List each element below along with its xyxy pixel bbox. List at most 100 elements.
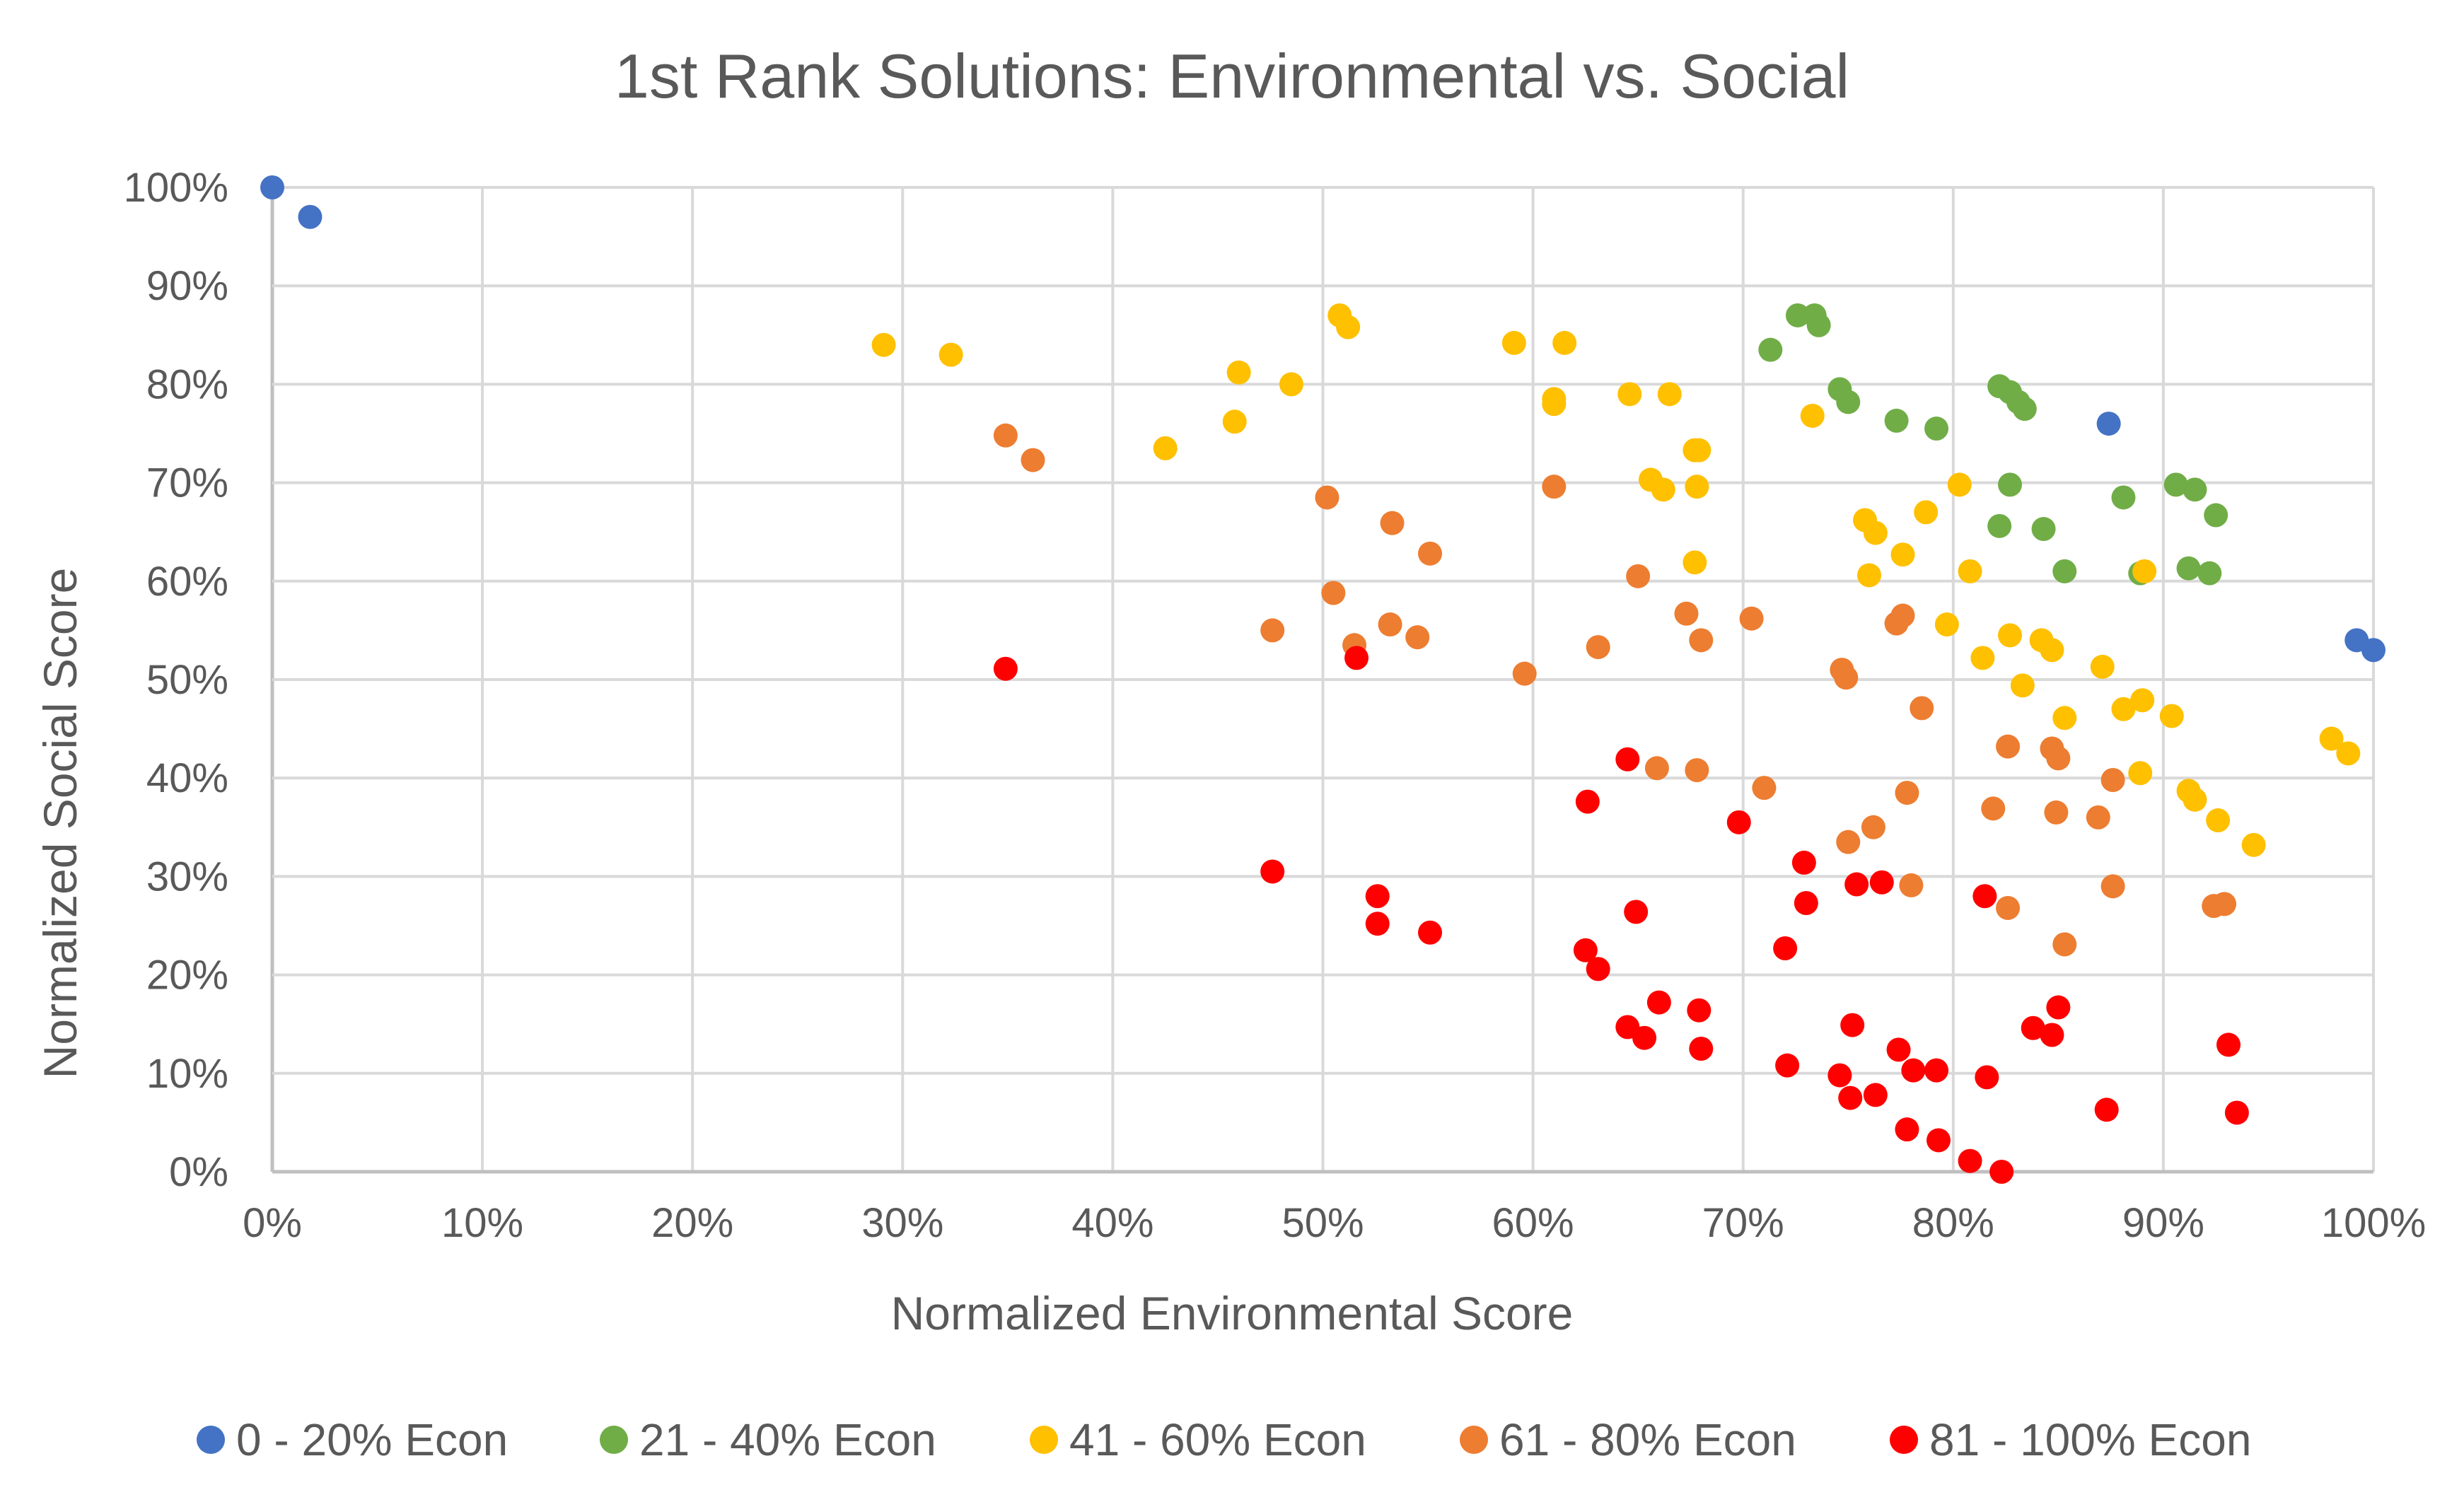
data-point <box>2241 832 2266 857</box>
legend-marker <box>1460 1426 1488 1454</box>
data-point <box>2183 787 2207 812</box>
data-point <box>1899 873 1924 897</box>
y-tick-label: 70% <box>146 460 228 506</box>
data-points <box>260 175 2385 1184</box>
data-point <box>1418 541 1443 566</box>
y-tick-label: 10% <box>146 1051 228 1097</box>
data-point <box>2130 688 2155 713</box>
data-point <box>1344 646 1369 670</box>
data-point <box>1365 912 1390 936</box>
data-point <box>1975 1065 1999 1090</box>
data-point <box>1365 884 1390 909</box>
data-point <box>1844 872 1869 897</box>
data-point <box>1901 1058 1926 1083</box>
data-point <box>1632 1025 1657 1050</box>
data-point <box>1981 796 2006 821</box>
data-point <box>1685 475 1709 499</box>
data-point <box>1586 635 1610 660</box>
data-point <box>1615 747 1640 772</box>
data-point <box>1838 1085 1863 1110</box>
data-point <box>1674 601 1699 626</box>
x-tick-label: 0% <box>243 1200 302 1246</box>
data-point <box>2094 1098 2119 1122</box>
y-tick-label: 100% <box>124 165 228 211</box>
data-point <box>1927 1128 1951 1153</box>
x-tick-label: 50% <box>1282 1200 1364 1246</box>
data-point <box>1834 665 1859 690</box>
data-point <box>1687 438 1712 462</box>
data-point <box>1970 646 1995 670</box>
data-point <box>1279 372 1303 397</box>
series-2 <box>1758 303 2228 586</box>
data-point <box>1646 990 1671 1015</box>
x-tick-label: 10% <box>441 1200 523 1246</box>
data-point <box>1861 815 1885 839</box>
data-point <box>1657 382 1682 407</box>
y-tick-label: 20% <box>146 953 228 999</box>
x-tick-label: 20% <box>651 1200 733 1246</box>
data-point <box>1552 330 1577 355</box>
data-point <box>2204 503 2228 528</box>
data-point <box>1934 612 1959 637</box>
data-point <box>1924 417 1949 441</box>
data-point <box>2040 1023 2064 1047</box>
data-point <box>2224 1100 2249 1125</box>
series-3 <box>871 303 2361 857</box>
data-point <box>2052 706 2077 730</box>
data-point <box>2021 1015 2045 1040</box>
data-point <box>1586 957 1610 982</box>
data-point <box>1827 1063 1852 1088</box>
data-point <box>1947 472 1972 497</box>
data-point <box>1153 436 1178 460</box>
data-point <box>2040 638 2064 663</box>
data-point <box>993 423 1018 448</box>
y-tick-label: 40% <box>146 755 228 801</box>
data-point <box>2100 767 2125 792</box>
x-tick-label: 40% <box>1071 1200 1153 1246</box>
data-point <box>871 332 896 357</box>
legend-marker <box>600 1426 628 1454</box>
data-point <box>1739 606 1764 631</box>
data-point <box>1651 477 1675 502</box>
data-point <box>2336 741 2361 766</box>
data-point <box>1890 603 1915 628</box>
data-point <box>1773 936 1798 961</box>
legend: 0 - 20% Econ 21 - 40% Econ 41 - 60% Econ 61… <box>197 1414 2251 1465</box>
data-point <box>1617 382 1642 407</box>
data-point <box>1836 829 1861 854</box>
data-point <box>2216 1032 2241 1057</box>
data-point <box>1840 1013 1865 1037</box>
data-point <box>1689 628 1714 653</box>
data-point <box>2159 704 2184 728</box>
data-point <box>2197 561 2222 586</box>
data-point <box>1689 1037 1714 1061</box>
data-point <box>1987 513 2012 538</box>
chart-title: 1st Rank Solutions: Environmental vs. So… <box>615 41 1849 111</box>
data-point <box>2132 559 2157 583</box>
data-point <box>1542 392 1567 417</box>
data-point <box>1685 758 1709 783</box>
data-point <box>1573 938 1598 962</box>
y-tick-label: 50% <box>146 657 228 703</box>
data-point <box>1996 895 2021 920</box>
data-point <box>2183 477 2207 502</box>
data-point <box>2361 638 2385 663</box>
data-point <box>1226 360 1251 385</box>
legend-label: 61 - 80% Econ <box>1499 1414 1796 1465</box>
data-point <box>1910 696 1934 721</box>
data-point <box>1863 1083 1888 1107</box>
data-point <box>2212 892 2237 916</box>
data-point <box>1683 550 1707 575</box>
data-point <box>1791 850 1816 875</box>
x-tick-label: 90% <box>2122 1200 2204 1246</box>
legend-marker <box>1030 1426 1058 1454</box>
legend-label: 81 - 100% Econ <box>1929 1414 2251 1465</box>
data-point <box>1775 1053 1800 1078</box>
data-point <box>2046 746 2071 771</box>
data-point <box>2163 472 2188 497</box>
data-point <box>1626 564 1651 588</box>
data-point <box>1886 1037 1911 1062</box>
data-point <box>2100 874 2125 899</box>
